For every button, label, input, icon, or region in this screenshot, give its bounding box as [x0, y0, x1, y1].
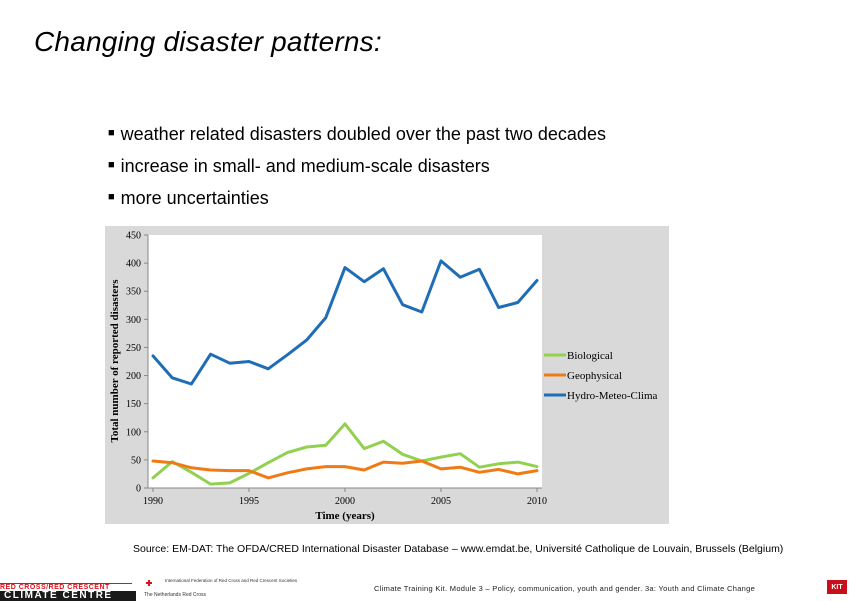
chart-svg: 0 50 100 150 200 250 300 350 400 450 1990 1995 2000… [105, 226, 669, 524]
bullet-marker: ■ [108, 127, 115, 139]
y-tick-label: 250 [126, 343, 141, 354]
legend-label: Geophysical [567, 370, 622, 382]
y-tick-label: 200 [126, 371, 141, 382]
y-tick-label: 0 [136, 484, 141, 495]
series-line-geophysical [151, 459, 539, 480]
y-tick-label: 150 [126, 399, 141, 410]
x-tick-label: 1990 [143, 496, 163, 507]
bullet-text: more uncertainties [120, 187, 269, 208]
bullet-marker: ■ [108, 159, 115, 171]
course-footer: Climate Training Kit. Module 3 – Policy,… [374, 584, 756, 593]
y-tick-label: 400 [126, 259, 141, 270]
y-tick-label: 300 [126, 315, 141, 326]
climate-centre-logo: CLIMATE CENTRE [0, 591, 136, 601]
legend-label: Biological [567, 350, 613, 362]
x-axis-label: Time (years) [315, 510, 375, 522]
x-tick-label: 2010 [527, 496, 547, 507]
slide-title: Changing disaster patterns: [34, 26, 382, 57]
y-tick-label: 100 [126, 427, 141, 438]
source-note: Source: EM-DAT: The OFDA/CRED Internatio… [133, 543, 784, 555]
y-axis-label: Total number of reported disasters [109, 279, 121, 443]
ifrc-text: International Federation of Red Cross an… [165, 578, 298, 583]
y-tick-label: 350 [126, 287, 141, 298]
legend-label: Hydro-Meteo-Clima [567, 390, 658, 402]
plot-area [148, 235, 542, 488]
series-line-biological [151, 422, 539, 486]
bullet-item: ■ increase in small- and medium-scale di… [108, 150, 606, 182]
kit-logo: KIT [827, 580, 847, 594]
disaster-chart: 0 50 100 150 200 250 300 350 400 450 1990 1995 2000… [105, 226, 669, 524]
netherlands-red-cross-text: The Netherlands Red Cross [144, 592, 206, 598]
bullet-item: ■ weather related disasters doubled over… [108, 118, 606, 150]
y-tick-label: 450 [126, 231, 141, 242]
bullet-list: ■ weather related disasters doubled over… [108, 118, 606, 214]
climate-centre-line1: RED CROSS/RED CRESCENT [0, 583, 132, 591]
bullet-text: weather related disasters doubled over t… [120, 123, 606, 144]
x-tick-label: 2000 [335, 496, 355, 507]
bullet-item: ■ more uncertainties [108, 182, 606, 214]
series-line-hydro-meteo-clima [151, 259, 539, 386]
footer-logos: RED CROSS/RED CRESCENT CLIMATE CENTRE In… [0, 575, 330, 601]
x-tick-label: 2005 [431, 496, 451, 507]
x-tick-label: 1995 [239, 496, 259, 507]
red-cross-crescent-icon [146, 580, 155, 588]
y-tick-label: 50 [131, 455, 141, 466]
bullet-marker: ■ [108, 191, 115, 203]
bullet-text: increase in small- and medium-scale disa… [120, 155, 490, 176]
